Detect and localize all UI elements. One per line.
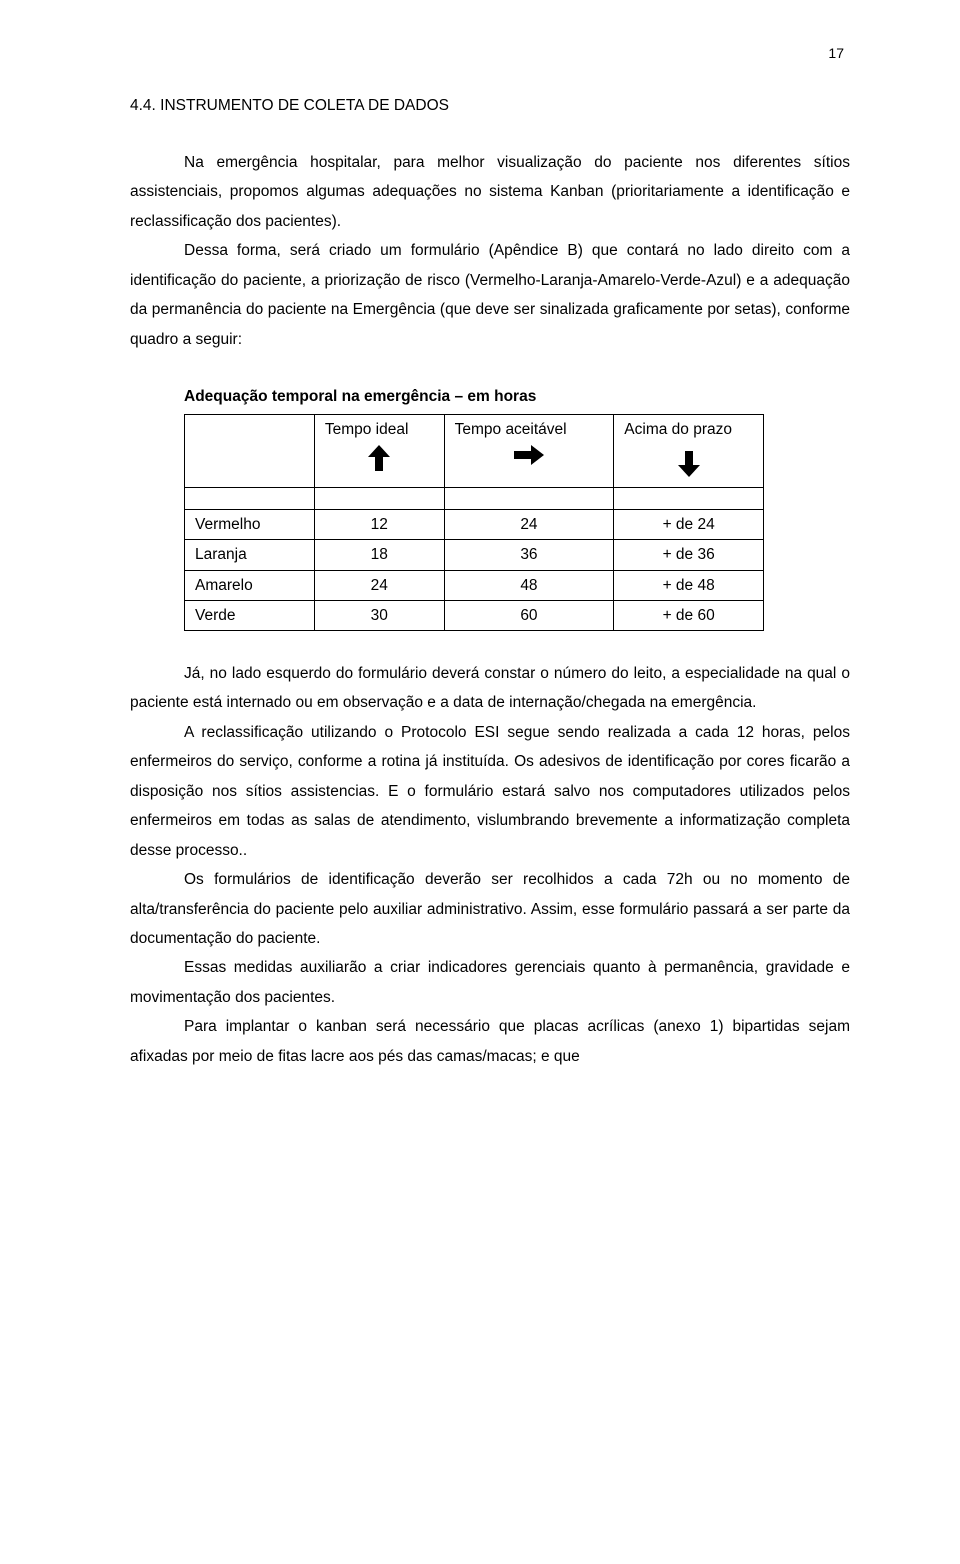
section-heading: 4.4. INSTRUMENTO DE COLETA DE DADOS — [130, 91, 850, 120]
page-number: 17 — [130, 40, 850, 67]
row-acima: + de 60 — [614, 600, 764, 630]
paragraph-7: Para implantar o kanban será necessário … — [130, 1012, 850, 1071]
th-tempo-ideal-label: Tempo ideal — [325, 418, 434, 441]
row-ideal: 18 — [314, 540, 444, 570]
table-row: Verde 30 60 + de 60 — [185, 600, 764, 630]
table-title: Adequação temporal na emergência – em ho… — [130, 382, 850, 411]
row-acima: + de 36 — [614, 540, 764, 570]
row-aceitavel: 36 — [444, 540, 614, 570]
th-tempo-aceitavel-label: Tempo aceitável — [455, 418, 604, 441]
table-row: Amarelo 24 48 + de 48 — [185, 570, 764, 600]
table-row: Vermelho 12 24 + de 24 — [185, 510, 764, 540]
paragraph-2: Dessa forma, será criado um formulário (… — [130, 236, 850, 354]
th-blank — [185, 414, 315, 488]
table-spacer-row — [185, 488, 764, 510]
row-label: Amarelo — [185, 570, 315, 600]
paragraph-1: Na emergência hospitalar, para melhor vi… — [130, 148, 850, 236]
th-tempo-ideal: Tempo ideal — [314, 414, 444, 488]
table-header-row: Tempo ideal Tempo aceitável Acima do pra… — [185, 414, 764, 488]
paragraph-5: Os formulários de identificação deverão … — [130, 865, 850, 953]
row-label: Verde — [185, 600, 315, 630]
row-aceitavel: 24 — [444, 510, 614, 540]
table-row: Laranja 18 36 + de 36 — [185, 540, 764, 570]
row-aceitavel: 48 — [444, 570, 614, 600]
paragraph-4: A reclassificação utilizando o Protocolo… — [130, 718, 850, 865]
th-tempo-aceitavel: Tempo aceitável — [444, 414, 614, 488]
th-acima-prazo-label: Acima do prazo — [624, 418, 753, 441]
row-acima: + de 24 — [614, 510, 764, 540]
paragraph-3: Já, no lado esquerdo do formulário dever… — [130, 659, 850, 718]
row-ideal: 24 — [314, 570, 444, 600]
th-acima-prazo: Acima do prazo — [614, 414, 764, 488]
row-acima: + de 48 — [614, 570, 764, 600]
row-ideal: 30 — [314, 600, 444, 630]
row-ideal: 12 — [314, 510, 444, 540]
adequacao-table: Tempo ideal Tempo aceitável Acima do pra… — [184, 414, 764, 632]
paragraph-6: Essas medidas auxiliarão a criar indicad… — [130, 953, 850, 1012]
arrow-right-icon — [455, 441, 604, 472]
arrow-up-icon — [325, 441, 434, 478]
arrow-down-icon — [624, 441, 753, 484]
row-label: Laranja — [185, 540, 315, 570]
row-label: Vermelho — [185, 510, 315, 540]
row-aceitavel: 60 — [444, 600, 614, 630]
